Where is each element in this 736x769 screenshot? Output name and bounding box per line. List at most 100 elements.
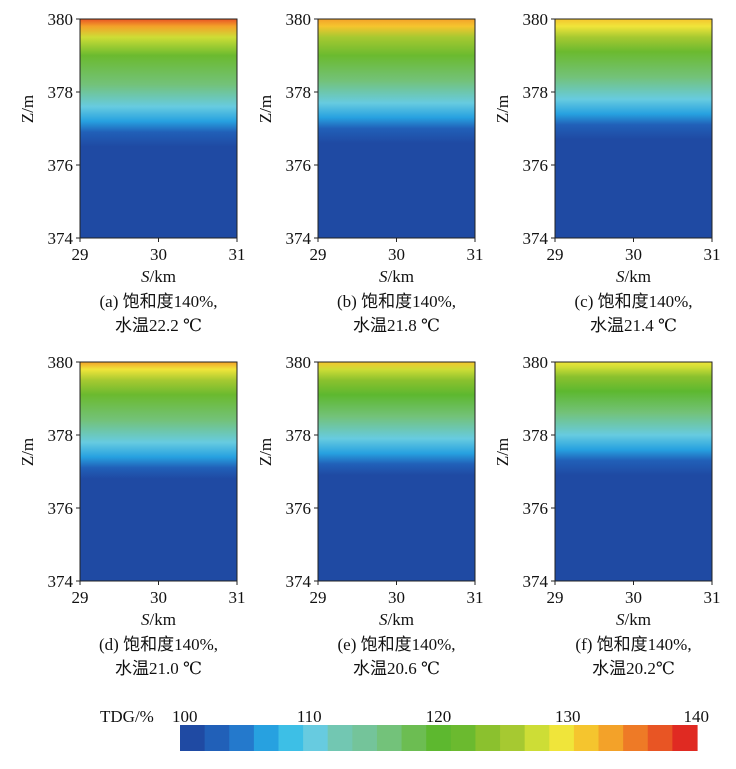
y-tick-label: 378 — [48, 426, 74, 445]
colorbar-swatch — [303, 725, 329, 751]
y-tick-label: 374 — [48, 229, 74, 248]
x-axis-label: S/km — [616, 267, 651, 286]
panel-caption-line2: 水温21.4 ℃ — [590, 316, 677, 335]
y-tick-label: 380 — [523, 353, 549, 372]
x-tick-label: 31 — [704, 588, 721, 607]
panel-caption-line2: 水温21.8 ℃ — [353, 316, 440, 335]
colorbar-title: TDG/% — [100, 707, 154, 726]
x-axis-unit: /km — [388, 267, 414, 286]
y-axis-label: Z/m — [256, 95, 275, 123]
panel-d: 374 376 378 380 29 30 31 Z/m S/km (d) 饱和度140%, 水温2… — [18, 353, 246, 678]
colorbar-swatch — [500, 725, 526, 751]
colorbar-tick-label: 140 — [684, 707, 710, 726]
x-axis-symbol: S — [141, 267, 150, 286]
panel-caption-line1: (f) 饱和度140%, — [575, 635, 691, 654]
y-tick-label: 376 — [286, 499, 312, 518]
panel-caption-line2: 水温21.0 ℃ — [115, 659, 202, 678]
x-axis-unit: /km — [150, 610, 176, 629]
x-axis-label: S/km — [379, 610, 414, 629]
x-axis-symbol: S — [616, 267, 625, 286]
colorbar-tick-label: 100 — [172, 707, 198, 726]
x-tick-label: 29 — [547, 588, 564, 607]
colorbar-swatch — [204, 725, 230, 751]
panel-caption-line1: (d) 饱和度140%, — [99, 635, 218, 654]
x-axis-label: S/km — [141, 267, 176, 286]
x-axis-unit: /km — [388, 610, 414, 629]
panel-caption-line1: (c) 饱和度140%, — [574, 292, 692, 311]
y-tick-label: 376 — [523, 156, 549, 175]
panel-caption-line1: (b) 饱和度140%, — [337, 292, 456, 311]
heatmap-field-b — [318, 19, 475, 238]
colorbar-tick-label: 130 — [555, 707, 581, 726]
panel-b: 374 376 378 380 29 30 31 Z/m S/km (b) 饱和度140%, 水温2… — [256, 10, 484, 335]
panel-f: 374 376 378 380 29 30 31 Z/m S/km (f) 饱和度140%, 水温2… — [493, 353, 721, 678]
colorbar-swatch — [475, 725, 501, 751]
y-axis-label: Z/m — [18, 438, 37, 466]
colorbar-swatch — [450, 725, 477, 751]
x-tick-label: 29 — [310, 245, 327, 264]
x-tick-label: 29 — [547, 245, 564, 264]
x-axis-unit: /km — [625, 610, 651, 629]
colorbar-swatch — [647, 725, 673, 751]
panel-caption-line2: 水温22.2 ℃ — [115, 316, 202, 335]
colorbar-swatch — [623, 725, 649, 751]
y-tick-label: 380 — [48, 10, 74, 29]
x-tick-label: 30 — [388, 588, 405, 607]
x-tick-label: 30 — [625, 245, 642, 264]
colorbar-swatch — [672, 725, 698, 751]
panel-c: 374 376 378 380 29 30 31 Z/m S/km (c) 饱和度140%, 水温2… — [493, 10, 721, 335]
x-axis-symbol: S — [379, 610, 388, 629]
x-axis-label: S/km — [616, 610, 651, 629]
x-axis-unit: /km — [625, 267, 651, 286]
heatmap-field-c — [555, 19, 712, 238]
x-tick-label: 30 — [150, 588, 167, 607]
y-tick-label: 374 — [286, 572, 312, 591]
y-axis-label: Z/m — [18, 95, 37, 123]
y-tick-label: 378 — [523, 426, 549, 445]
x-axis-symbol: S — [616, 610, 625, 629]
x-axis-label: S/km — [379, 267, 414, 286]
colorbar-swatch — [278, 725, 304, 751]
colorbar-swatch — [401, 725, 427, 751]
panel-caption-line2: 水温20.2℃ — [592, 659, 675, 678]
heatmap-field-f — [555, 362, 712, 581]
y-tick-label: 378 — [523, 83, 549, 102]
y-tick-label: 380 — [48, 353, 74, 372]
y-tick-label: 378 — [48, 83, 74, 102]
colorbar-swatch — [327, 725, 353, 751]
x-tick-label: 31 — [467, 588, 484, 607]
panel-a: 374 376 378 380 29 30 31 Z/m S/km (a) 饱和度140%, 水温2… — [18, 10, 246, 335]
y-tick-label: 380 — [286, 353, 312, 372]
x-axis-symbol: S — [141, 610, 150, 629]
x-tick-label: 29 — [72, 588, 89, 607]
colorbar-swatch — [549, 725, 575, 751]
colorbar-tick-label: 120 — [426, 707, 452, 726]
panel-caption-line2: 水温20.6 ℃ — [353, 659, 440, 678]
y-tick-label: 378 — [286, 426, 312, 445]
heatmap-field-d — [80, 362, 237, 581]
y-tick-label: 380 — [286, 10, 312, 29]
heatmap-field-a — [80, 19, 237, 238]
colorbar-swatch — [253, 725, 280, 751]
heatmap-field-e — [318, 362, 475, 581]
y-tick-label: 380 — [523, 10, 549, 29]
colorbar-swatch — [573, 725, 600, 751]
panel-e: 374 376 378 380 29 30 31 Z/m S/km (e) 饱和度140%, 水温2… — [256, 353, 484, 678]
y-axis-label: Z/m — [256, 438, 275, 466]
colorbar-swatch — [598, 725, 624, 751]
tdg-colorbar: TDG/% 100 110 120 130 140 — [100, 707, 709, 751]
colorbar-swatch — [352, 725, 378, 751]
colorbar-swatch — [229, 725, 255, 751]
x-tick-label: 29 — [72, 245, 89, 264]
x-tick-label: 31 — [467, 245, 484, 264]
x-tick-label: 31 — [229, 245, 246, 264]
y-tick-label: 376 — [48, 499, 74, 518]
y-axis-label: Z/m — [493, 95, 512, 123]
x-tick-label: 29 — [310, 588, 327, 607]
y-tick-label: 374 — [523, 572, 549, 591]
panel-caption-line1: (e) 饱和度140%, — [337, 635, 455, 654]
y-tick-label: 374 — [523, 229, 549, 248]
y-tick-label: 374 — [286, 229, 312, 248]
x-tick-label: 30 — [625, 588, 642, 607]
